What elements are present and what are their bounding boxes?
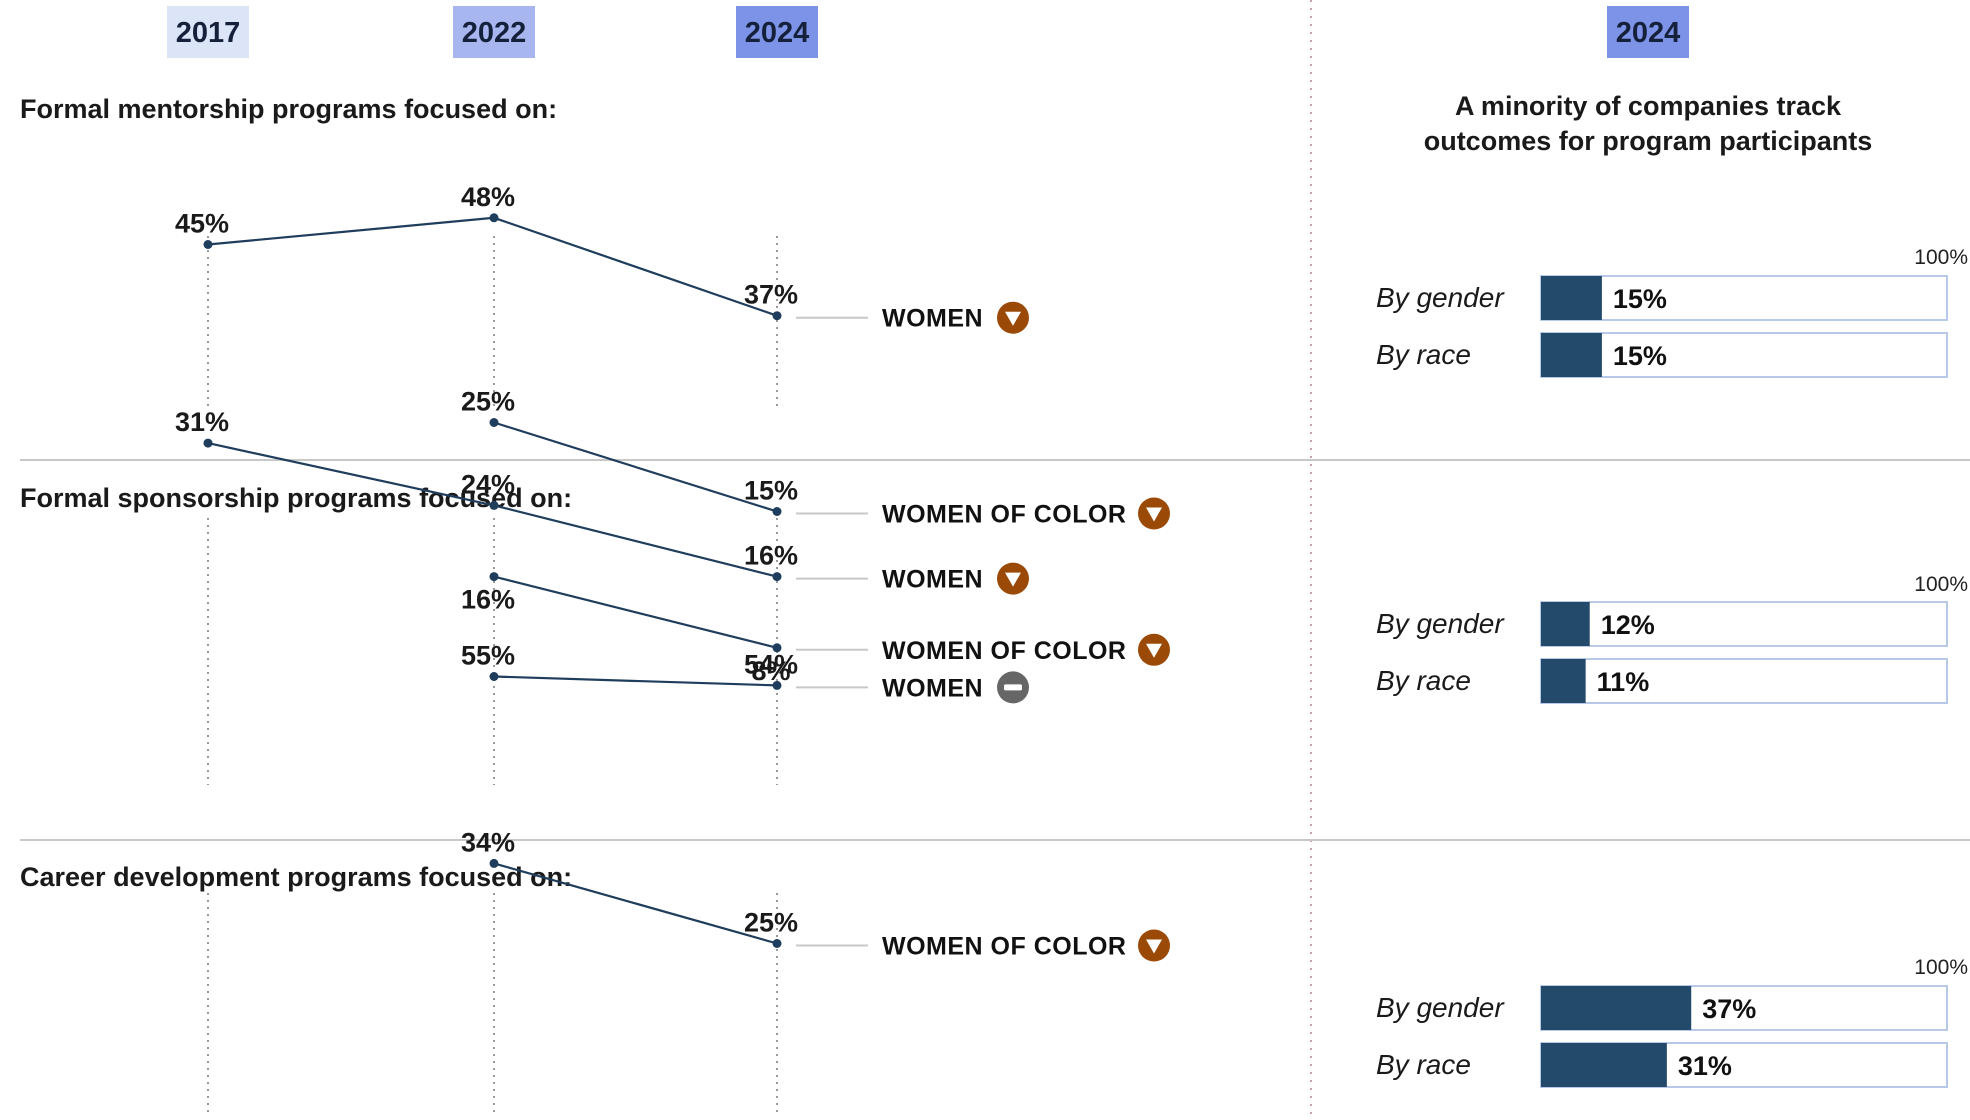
series-label-women-of-color: WOMEN OF COLOR <box>882 637 1126 665</box>
data-point <box>489 672 499 681</box>
down-triangle-icon <box>1138 929 1170 962</box>
value-label: 48% <box>461 182 515 212</box>
series-label-women: WOMEN <box>882 674 983 702</box>
tracking-bar-track <box>1540 658 1948 704</box>
year-badge-2017 <box>167 6 249 58</box>
series-label-women-of-color: WOMEN OF COLOR <box>882 933 1126 961</box>
right-title-line-1: A minority of companies track <box>1455 91 1842 121</box>
down-triangle-icon <box>997 301 1029 334</box>
series-label-women-of-color: WOMEN OF COLOR <box>882 501 1126 529</box>
tracking-bar-fill <box>1541 602 1590 646</box>
section-title: Formal sponsorship programs focused on: <box>20 483 572 513</box>
series-line-women <box>207 216 778 317</box>
tracking-row-label: By race <box>1376 339 1471 370</box>
data-point <box>772 939 782 948</box>
right-title-line-2: outcomes for program participants <box>1424 126 1873 156</box>
data-point <box>489 572 499 582</box>
year-label-2022: 2022 <box>462 17 527 49</box>
tracking-bar-value: 37% <box>1702 994 1756 1024</box>
header-layer: A minority of companies track outcomes f… <box>167 6 1872 156</box>
value-label: 34% <box>461 827 515 857</box>
tracking-bar-fill <box>1541 986 1692 1030</box>
tracking-bar-value: 15% <box>1613 284 1667 314</box>
year-label-2024: 2024 <box>745 17 810 49</box>
data-point <box>489 418 499 427</box>
value-label: 25% <box>461 387 515 417</box>
value-label: 16% <box>744 541 798 571</box>
data-point <box>489 213 499 223</box>
data-point <box>489 858 499 868</box>
data-point <box>203 438 213 448</box>
tracking-bar-fill <box>1541 1043 1667 1087</box>
tracking-row-label: By race <box>1376 1049 1471 1080</box>
value-label: 31% <box>175 407 229 437</box>
value-label: 25% <box>744 908 798 938</box>
series-line-women <box>493 675 778 687</box>
data-point <box>772 680 782 690</box>
year-label-2017: 2017 <box>176 17 241 49</box>
data-point <box>489 500 499 510</box>
series-line-women-of-color <box>493 575 778 649</box>
tracking-bar-fill <box>1541 276 1602 320</box>
value-label: 55% <box>461 641 515 671</box>
year-badge-2022 <box>453 6 535 58</box>
down-triangle-icon <box>997 562 1029 595</box>
down-triangle-icon <box>1138 497 1170 530</box>
data-point <box>772 507 782 516</box>
full-scale-label: 100% <box>1914 956 1968 979</box>
data-point <box>772 643 782 653</box>
tracking-bar-track <box>1540 601 1948 647</box>
grid-layer <box>20 0 1970 1120</box>
value-label: 37% <box>744 280 798 310</box>
value-label: 16% <box>461 585 515 615</box>
no-change-icon <box>997 671 1029 704</box>
series-label-women: WOMEN <box>882 305 983 333</box>
value-label: 45% <box>175 209 229 239</box>
tracking-row-label: By gender <box>1376 282 1505 313</box>
tracking-row-label: By gender <box>1376 608 1505 639</box>
panels-layer: Formal mentorship programs focused on: 45… <box>20 94 1968 1112</box>
tracking-bar-track <box>1540 332 1948 378</box>
tracking-bar-value: 12% <box>1601 610 1655 640</box>
value-label: 15% <box>744 476 798 506</box>
tracking-bar-value: 31% <box>1678 1051 1732 1081</box>
full-scale-label: 100% <box>1914 573 1968 596</box>
tracking-bar-fill <box>1541 333 1602 377</box>
section-title: Career development programs focused on: <box>20 862 572 892</box>
tracking-bar-fill <box>1541 659 1586 703</box>
panel-1: Formal mentorship programs focused on: 45… <box>20 94 1968 530</box>
year-badge-2024 <box>736 6 818 58</box>
right-year-label: 2024 <box>1616 17 1681 49</box>
value-label: 54% <box>744 649 798 679</box>
tracking-bar-value: 15% <box>1613 341 1667 371</box>
section-title: Formal mentorship programs focused on: <box>20 94 557 124</box>
data-point <box>203 240 213 249</box>
series-line-women-of-color <box>493 421 778 513</box>
series-line-women-of-color <box>493 862 778 945</box>
panel-3: Career development programs focused on: 5… <box>20 641 1968 1112</box>
down-triangle-icon <box>1138 633 1170 666</box>
data-point <box>772 572 782 582</box>
data-point <box>772 311 782 321</box>
right-year-badge <box>1607 6 1689 58</box>
value-label: 24% <box>461 469 515 499</box>
panel-2: Formal sponsorship programs focused on: 3… <box>20 407 1968 785</box>
value-label: 8% <box>751 656 790 686</box>
tracking-bar-value: 11% <box>1597 667 1650 697</box>
full-scale-label: 100% <box>1914 246 1968 269</box>
tracking-row-label: By race <box>1376 665 1471 696</box>
tracking-row-label: By gender <box>1376 992 1505 1023</box>
series-label-women: WOMEN <box>882 566 983 594</box>
